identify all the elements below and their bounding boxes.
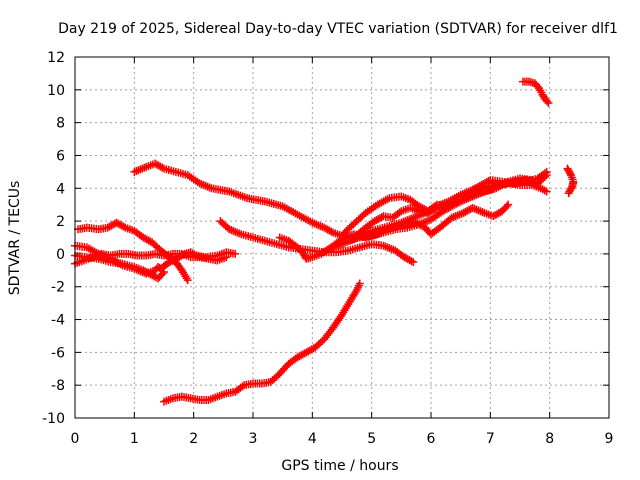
series-sat-02 <box>73 218 192 285</box>
data-point <box>542 171 551 180</box>
data-point <box>407 257 416 266</box>
data-point <box>395 208 404 217</box>
data-point <box>504 200 513 209</box>
data-point <box>327 227 336 236</box>
chart-title: Day 219 of 2025, Sidereal Day-to-day VTE… <box>58 21 618 37</box>
data-point <box>502 202 511 211</box>
x-tick-label: 1 <box>130 431 139 447</box>
x-axis-title: GPS time / hours <box>281 458 398 474</box>
x-tick-label: 7 <box>486 431 495 447</box>
data-point <box>178 250 187 259</box>
data-point <box>540 172 549 181</box>
data-point <box>565 187 574 196</box>
x-tick-label: 3 <box>249 431 258 447</box>
y-axis-title: SDTVAR / TECUs <box>7 181 23 296</box>
y-tick-label: 2 <box>56 214 65 230</box>
x-tick-label: 2 <box>189 431 198 447</box>
data-point <box>542 187 551 196</box>
data-point <box>431 204 440 213</box>
y-tick-label: 12 <box>47 50 65 66</box>
y-tick-label: 8 <box>56 116 65 132</box>
data-point <box>158 163 167 172</box>
series-sat-05 <box>71 251 168 283</box>
y-tick-label: -6 <box>51 345 65 361</box>
y-tick-label: 4 <box>56 181 65 197</box>
x-tick-label: 4 <box>308 431 317 447</box>
plot-frame <box>74 56 610 419</box>
series-sat-07 <box>275 200 513 263</box>
data-point <box>119 222 128 231</box>
y-tick-label: -2 <box>51 280 65 296</box>
series-sat-12 <box>518 77 553 107</box>
x-tick-label: 9 <box>605 431 614 447</box>
data-point <box>238 382 247 391</box>
data-point <box>544 98 553 107</box>
data-point <box>160 267 168 276</box>
y-tick-label: 6 <box>56 148 65 164</box>
series-sat-06 <box>216 217 418 267</box>
data-point <box>355 279 364 288</box>
y-tick-label: 10 <box>47 83 65 99</box>
data-point <box>183 276 192 285</box>
y-tick-label: 0 <box>56 247 65 263</box>
y-tick-label: -4 <box>51 313 65 329</box>
data-point <box>566 169 575 178</box>
series-sat-13 <box>563 164 578 198</box>
series-sat-11 <box>160 279 364 406</box>
x-tick-label: 6 <box>427 431 436 447</box>
x-tick-label: 8 <box>545 431 554 447</box>
data-point <box>158 269 167 278</box>
plot-area <box>71 77 578 406</box>
data-point <box>231 249 240 258</box>
data-point <box>527 176 536 185</box>
y-tick-label: -10 <box>42 411 65 427</box>
y-tick-label: -8 <box>51 378 65 394</box>
data-point <box>564 189 573 198</box>
x-tick-label: 5 <box>367 431 376 447</box>
data-point <box>542 97 551 106</box>
x-tick-label: 0 <box>71 431 80 447</box>
series-sat-10 <box>349 174 536 242</box>
data-point <box>409 258 418 267</box>
